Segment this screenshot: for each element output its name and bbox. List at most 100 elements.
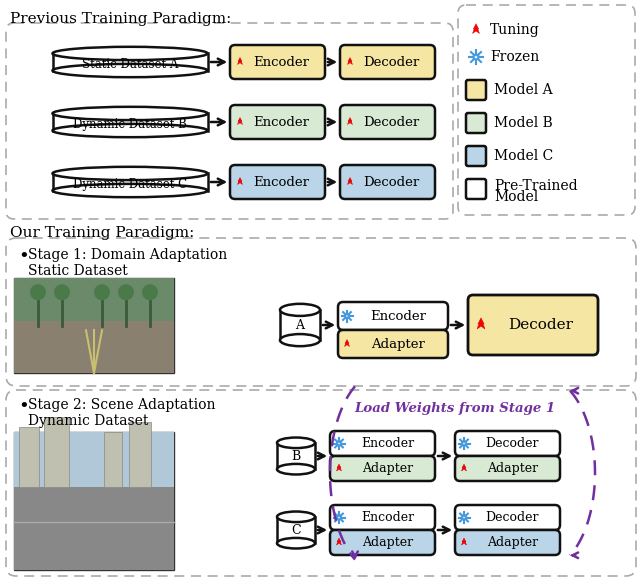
Ellipse shape [277,464,315,475]
Circle shape [337,515,341,519]
Circle shape [337,442,341,446]
Bar [52,53,207,70]
Ellipse shape [277,437,315,448]
Text: Static Dataset A: Static Dataset A [82,58,178,70]
Polygon shape [337,538,342,545]
Bar [44,417,69,487]
FancyBboxPatch shape [230,165,325,199]
Text: A: A [296,318,305,332]
Circle shape [30,284,46,300]
Ellipse shape [280,304,320,316]
FancyBboxPatch shape [340,45,435,79]
Circle shape [94,284,110,300]
Text: *: * [337,439,341,448]
Ellipse shape [277,538,315,548]
Bar [129,422,151,487]
Text: Decoder: Decoder [364,175,420,188]
Bar [14,487,174,570]
FancyBboxPatch shape [330,530,435,555]
Text: B: B [291,450,301,462]
Polygon shape [237,178,243,185]
Text: Stage 1: Domain Adaptation: Stage 1: Domain Adaptation [28,248,227,262]
Text: *: * [337,513,341,522]
Polygon shape [348,117,353,124]
Polygon shape [348,58,353,64]
FancyBboxPatch shape [230,45,325,79]
Polygon shape [461,538,467,545]
Ellipse shape [52,64,207,77]
Circle shape [462,442,466,446]
Text: Model: Model [494,190,538,204]
Bar [277,517,315,543]
FancyBboxPatch shape [330,505,435,530]
FancyBboxPatch shape [466,80,486,100]
Text: Pre-Trained: Pre-Trained [494,179,578,193]
Text: Load Weights from Stage 1: Load Weights from Stage 1 [355,401,556,414]
Text: *: * [462,439,466,448]
Circle shape [54,284,70,300]
FancyBboxPatch shape [455,456,560,481]
Text: Adapter: Adapter [362,462,413,475]
Text: Decoder: Decoder [509,318,573,332]
FancyBboxPatch shape [455,431,560,456]
Polygon shape [348,178,353,185]
Ellipse shape [280,334,320,346]
Bar [14,321,174,373]
Ellipse shape [277,511,315,522]
Text: Adapter: Adapter [487,536,538,549]
FancyBboxPatch shape [230,105,325,139]
Text: Encoder: Encoder [361,437,414,450]
Text: Encoder: Encoder [253,116,310,128]
Text: Adapter: Adapter [371,338,425,350]
Bar [14,432,174,570]
Text: Decoder: Decoder [486,511,540,524]
Bar [14,278,174,321]
Text: Previous Training Paradigm:: Previous Training Paradigm: [10,12,232,26]
FancyBboxPatch shape [330,431,435,456]
Text: Dynamic Dataset B: Dynamic Dataset B [73,117,187,131]
Circle shape [345,314,349,318]
Ellipse shape [52,107,207,120]
Polygon shape [344,339,349,346]
Text: •: • [18,398,29,416]
FancyBboxPatch shape [340,105,435,139]
FancyBboxPatch shape [330,456,435,481]
FancyBboxPatch shape [468,295,598,355]
FancyBboxPatch shape [466,179,486,199]
Text: •: • [18,248,29,266]
Bar [280,310,320,340]
Text: Dynamic Dataset C: Dynamic Dataset C [73,178,187,191]
Ellipse shape [52,167,207,180]
Text: Stage 2: Scene Adaptation: Stage 2: Scene Adaptation [28,398,216,412]
FancyBboxPatch shape [455,505,560,530]
FancyBboxPatch shape [466,113,486,133]
Polygon shape [472,24,479,34]
Text: Decoder: Decoder [364,56,420,69]
Circle shape [474,55,479,59]
Polygon shape [337,464,342,471]
Text: Decoder: Decoder [486,437,540,450]
Polygon shape [237,117,243,124]
FancyBboxPatch shape [455,530,560,555]
Text: Encoder: Encoder [361,511,414,524]
Ellipse shape [52,124,207,137]
Polygon shape [237,58,243,64]
Text: Encoder: Encoder [253,175,310,188]
Bar [52,113,207,131]
Text: Encoder: Encoder [253,56,310,69]
Bar [277,443,315,469]
Ellipse shape [52,184,207,197]
Bar [14,432,174,487]
Polygon shape [477,318,485,329]
Bar [104,432,122,487]
FancyBboxPatch shape [338,302,448,330]
Text: Dynamic Dataset: Dynamic Dataset [28,414,148,428]
FancyBboxPatch shape [338,330,448,358]
Text: Tuning: Tuning [490,23,540,37]
Text: Encoder: Encoder [370,310,426,322]
Text: Model A: Model A [494,83,552,97]
Text: Adapter: Adapter [487,462,538,475]
Circle shape [142,284,158,300]
Text: Frozen: Frozen [490,50,540,64]
Text: Our Training Paradigm:: Our Training Paradigm: [10,226,195,240]
